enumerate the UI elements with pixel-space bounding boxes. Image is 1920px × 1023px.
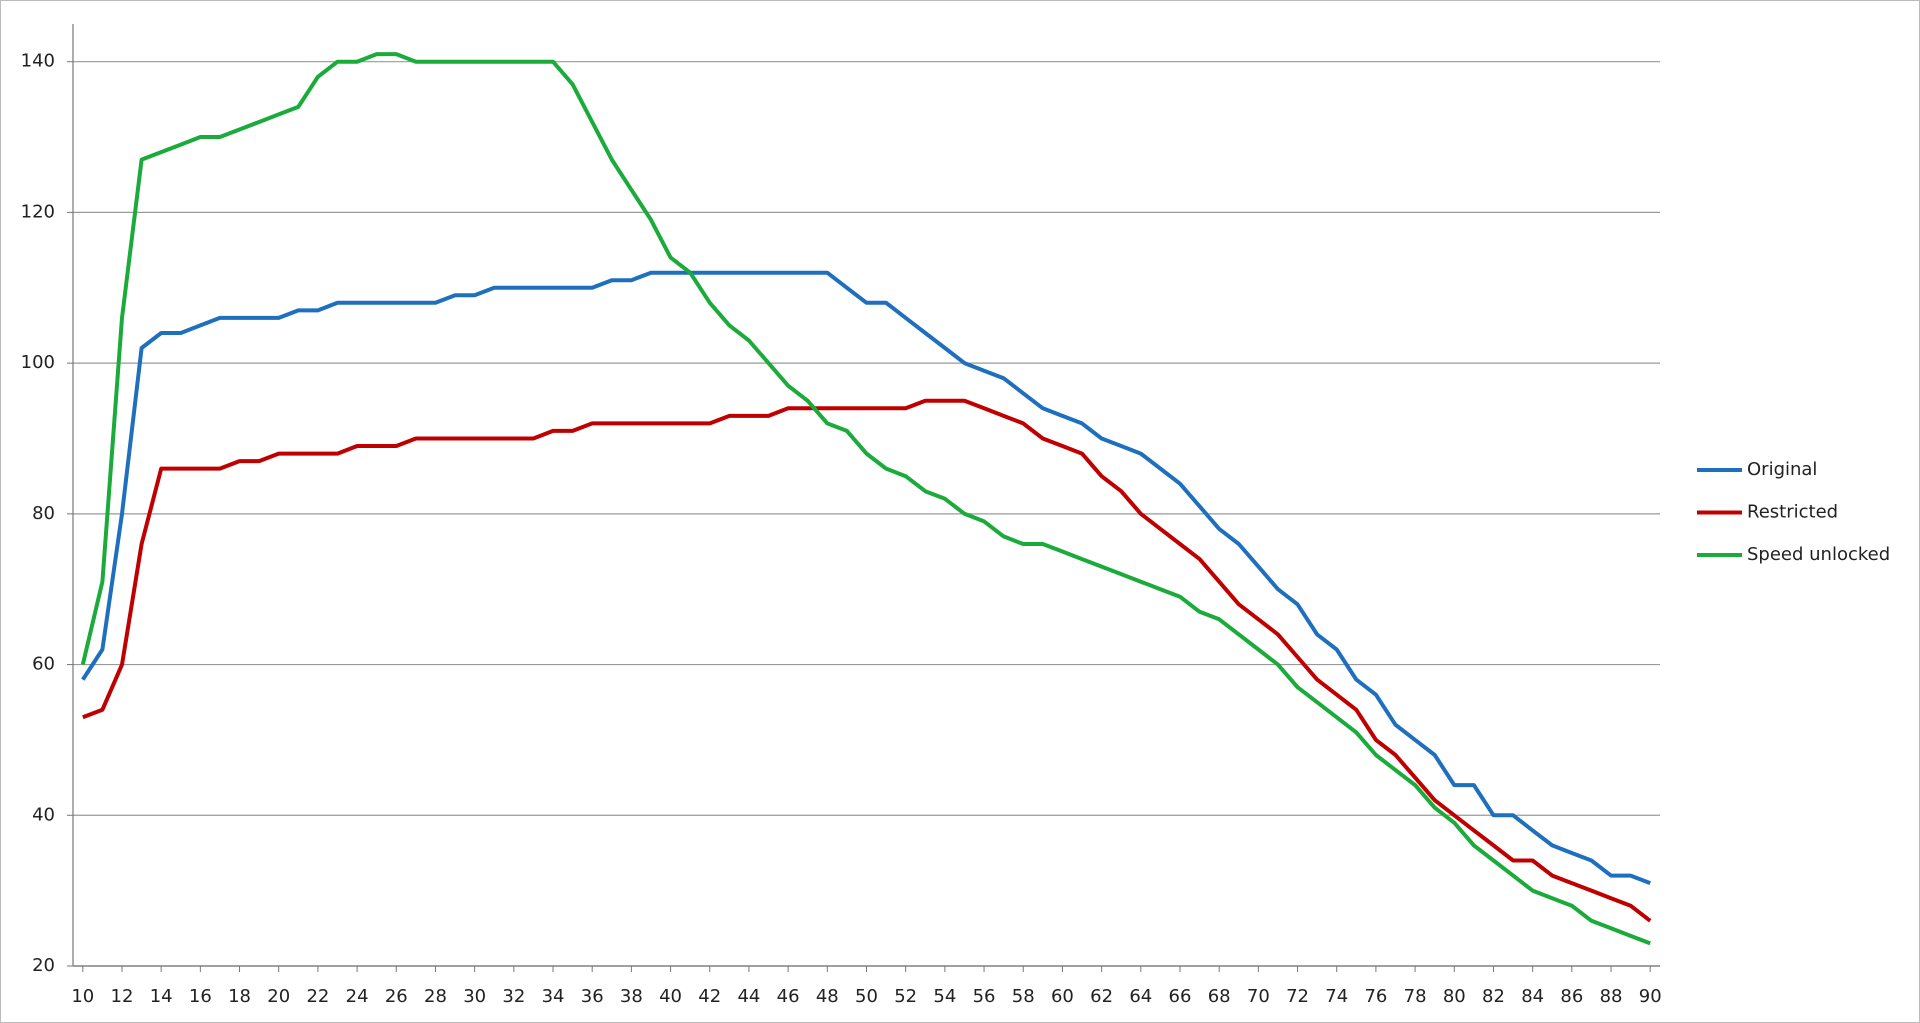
x-tick-label: 88 bbox=[1600, 986, 1623, 1007]
x-tick-label: 74 bbox=[1325, 986, 1348, 1007]
x-tick-label: 26 bbox=[385, 986, 408, 1007]
x-tick-label: 80 bbox=[1443, 986, 1466, 1007]
x-tick-label: 30 bbox=[463, 986, 486, 1007]
x-tick-label: 70 bbox=[1247, 986, 1270, 1007]
x-tick-label: 56 bbox=[973, 986, 996, 1007]
x-tick-label: 10 bbox=[71, 986, 94, 1007]
x-tick-label: 82 bbox=[1482, 986, 1505, 1007]
x-tick-label: 72 bbox=[1286, 986, 1309, 1007]
x-tick-label: 38 bbox=[620, 986, 643, 1007]
x-tick-label: 28 bbox=[424, 986, 447, 1007]
x-tick-label: 24 bbox=[346, 986, 369, 1007]
x-tick-label: 20 bbox=[267, 986, 290, 1007]
x-tick-label: 62 bbox=[1090, 986, 1113, 1007]
x-tick-label: 44 bbox=[737, 986, 760, 1007]
x-tick-label: 42 bbox=[698, 986, 721, 1007]
x-tick-label: 60 bbox=[1051, 986, 1074, 1007]
y-tick-label: 120 bbox=[21, 201, 55, 222]
y-tick-label: 20 bbox=[32, 955, 55, 976]
x-tick-label: 22 bbox=[306, 986, 329, 1007]
x-tick-label: 54 bbox=[933, 986, 956, 1007]
legend-label: Original bbox=[1747, 459, 1817, 480]
x-tick-label: 46 bbox=[777, 986, 800, 1007]
x-tick-label: 32 bbox=[502, 986, 525, 1007]
y-tick-label: 80 bbox=[32, 503, 55, 524]
x-tick-label: 40 bbox=[659, 986, 682, 1007]
legend-label: Restricted bbox=[1747, 502, 1838, 523]
x-tick-label: 66 bbox=[1169, 986, 1192, 1007]
x-tick-label: 68 bbox=[1208, 986, 1231, 1007]
x-tick-label: 76 bbox=[1364, 986, 1387, 1007]
x-tick-label: 14 bbox=[150, 986, 173, 1007]
x-tick-label: 52 bbox=[894, 986, 917, 1007]
x-tick-label: 12 bbox=[111, 986, 134, 1007]
x-tick-label: 84 bbox=[1521, 986, 1544, 1007]
series-line bbox=[82, 398, 1652, 923]
x-tick-label: 86 bbox=[1560, 986, 1583, 1007]
legend-label: Speed unlocked bbox=[1747, 544, 1890, 565]
y-tick-label: 100 bbox=[21, 352, 55, 373]
x-tick-label: 90 bbox=[1639, 986, 1662, 1007]
x-tick-label: 18 bbox=[228, 986, 251, 1007]
x-tick-label: 16 bbox=[189, 986, 212, 1007]
series-line bbox=[81, 270, 1651, 885]
x-tick-label: 58 bbox=[1012, 986, 1035, 1007]
y-tick-label: 40 bbox=[32, 804, 55, 825]
x-tick-label: 78 bbox=[1404, 986, 1427, 1007]
x-tick-label: 34 bbox=[542, 986, 565, 1007]
series-line bbox=[80, 52, 1651, 946]
x-tick-label: 50 bbox=[855, 986, 878, 1007]
y-tick-label: 60 bbox=[32, 654, 55, 675]
x-tick-label: 48 bbox=[816, 986, 839, 1007]
y-tick-label: 140 bbox=[21, 51, 55, 72]
x-tick-label: 36 bbox=[581, 986, 604, 1007]
x-tick-label: 64 bbox=[1129, 986, 1152, 1007]
